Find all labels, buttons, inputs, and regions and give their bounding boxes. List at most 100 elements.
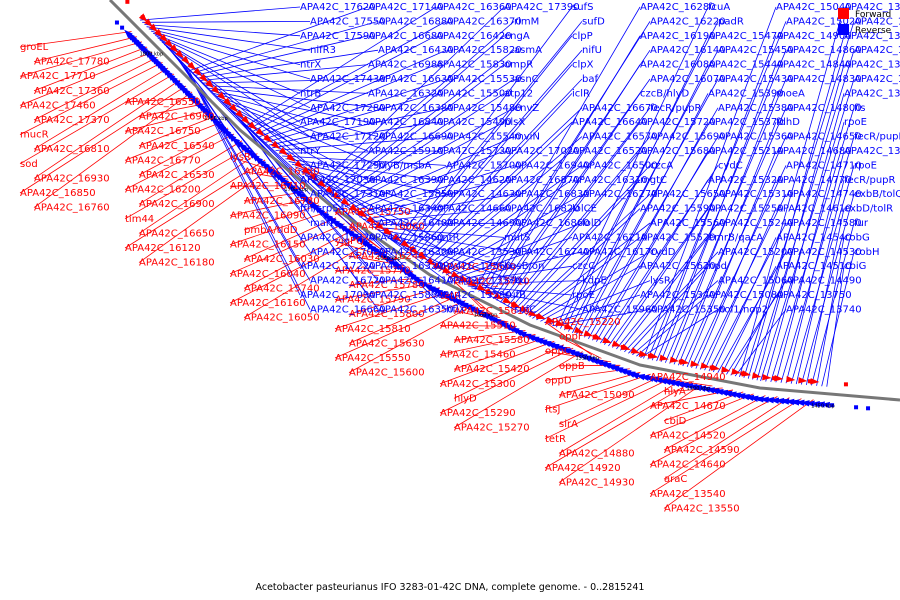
gene-leader-line bbox=[138, 115, 217, 147]
gene-arrow bbox=[340, 197, 350, 206]
gene-leader-line bbox=[775, 122, 845, 383]
gene-arrow bbox=[255, 127, 265, 137]
gene-arrow bbox=[476, 283, 487, 291]
gene-arrow bbox=[417, 251, 428, 260]
gene-leader-line bbox=[213, 92, 379, 137]
gene-leader-line bbox=[726, 280, 787, 375]
gene-block bbox=[265, 165, 270, 170]
gene-leader-line bbox=[19, 73, 175, 165]
gene-label: APA42C_14940 bbox=[650, 372, 726, 383]
gene-label: APA42C_16540 bbox=[139, 141, 215, 152]
gene-label: APA42C_15810 bbox=[335, 324, 411, 335]
gene-label: APA42C_14690 bbox=[446, 218, 522, 229]
gene-leader-line bbox=[124, 146, 250, 220]
gene-label: APA42C_16240 bbox=[349, 251, 425, 262]
gene-label: APA42C_16960 bbox=[139, 112, 215, 123]
gene-leader-line bbox=[663, 395, 766, 451]
gene-label: APA42C_13590 bbox=[436, 290, 512, 301]
gene-block bbox=[185, 90, 190, 95]
gene-leader-line bbox=[197, 49, 379, 79]
gene-leader-line bbox=[148, 28, 301, 65]
gene-label: APA42C_14770 bbox=[776, 175, 852, 186]
gene-label: ntrY bbox=[300, 146, 321, 157]
gene-label: APA42C_15450 bbox=[718, 45, 794, 56]
gene-leader-line bbox=[243, 217, 337, 260]
gene-leader-line bbox=[159, 39, 311, 137]
gene-label: czcB/hlyD bbox=[640, 88, 690, 99]
gene-leader-line bbox=[229, 235, 362, 304]
gene-label: APA42C_14860 bbox=[786, 45, 862, 56]
gene-label: APA42C_17620 bbox=[300, 2, 376, 13]
gene-label: APA42C_16170 bbox=[582, 247, 658, 258]
gene-label: APA42C_16660 bbox=[310, 304, 386, 315]
gene-label: APA42C_14660 bbox=[436, 204, 512, 215]
gene-block bbox=[362, 240, 367, 245]
gene-label: APA42C_16720 bbox=[310, 276, 386, 287]
gene-label: cydC bbox=[718, 160, 743, 171]
gene-block bbox=[120, 25, 125, 30]
gene-block bbox=[459, 276, 464, 281]
gene-leader-line bbox=[19, 51, 153, 106]
gene-label: APA42C_16310 bbox=[572, 175, 648, 186]
gene-label: APA42C_16130 bbox=[244, 167, 320, 178]
gene-label: APA42C_15750 bbox=[335, 207, 411, 218]
gene-label: APA42C_16820 bbox=[504, 204, 580, 215]
gene-block bbox=[695, 385, 700, 390]
gene-leader-line bbox=[474, 6, 641, 290]
gene-leader-line bbox=[507, 136, 651, 307]
gene-leader-line bbox=[324, 35, 505, 192]
gene-label: APA42C_16810 bbox=[34, 144, 110, 155]
gene-arrow bbox=[786, 376, 796, 383]
gene-label: APA42C_15560 bbox=[650, 218, 726, 229]
gene-label: lolCE bbox=[572, 204, 597, 215]
gene-label: APA42C_16080 bbox=[640, 60, 716, 71]
gene-leader-line bbox=[245, 6, 437, 127]
gene-label: nifR3 bbox=[310, 45, 336, 56]
gene-label: APA42C_15320 bbox=[708, 175, 784, 186]
gene-label: APA42C_16830 bbox=[514, 189, 590, 200]
gene-label: APA42C_16630 bbox=[378, 74, 454, 85]
gene-leader-line bbox=[395, 6, 573, 243]
gene-arrow bbox=[301, 166, 311, 175]
gene-block bbox=[257, 158, 262, 163]
gene-label: APA42C_16050 bbox=[244, 313, 320, 324]
gene-label: APA42C_16570 bbox=[582, 132, 658, 143]
gene-leader-line bbox=[229, 198, 312, 216]
gene-label: asnC bbox=[514, 74, 539, 85]
gene-arrow bbox=[357, 209, 368, 218]
gene-label: APA42C_15890 bbox=[368, 290, 444, 301]
gene-arrow bbox=[349, 203, 359, 212]
gene-label: APA42C_14640 bbox=[650, 460, 726, 471]
gene-block bbox=[380, 252, 385, 257]
gene-label: APA42C_15250 bbox=[708, 204, 784, 215]
gene-block bbox=[782, 399, 787, 404]
gene-leader-line bbox=[210, 90, 369, 123]
gene-label: APA42C_16330 bbox=[368, 261, 444, 272]
gene-label: APA42C_16880 bbox=[378, 16, 454, 27]
gene-arrow bbox=[317, 179, 327, 188]
gene-label: APA42C_15440 bbox=[708, 60, 784, 71]
gene-leader-line bbox=[770, 107, 855, 383]
gene-label: sufD bbox=[582, 16, 605, 27]
gene-block bbox=[620, 345, 625, 350]
gene-leader-line bbox=[669, 93, 777, 364]
gene-leader-line bbox=[721, 266, 777, 374]
gene-label: APA42C_16550 bbox=[125, 97, 201, 108]
gene-block bbox=[179, 84, 184, 89]
gene-label: APA42C_15860 bbox=[368, 232, 444, 243]
gene-leader-line bbox=[640, 309, 719, 359]
gene-leader-line bbox=[33, 36, 137, 62]
gene-leader-line bbox=[202, 78, 379, 84]
gene-leader-line bbox=[544, 377, 672, 440]
gene-label: APA42C_15720 bbox=[640, 117, 716, 128]
gene-label: tetR bbox=[545, 434, 566, 445]
gene-label: APA42C_14740 bbox=[786, 189, 862, 200]
gene-label: npd bbox=[708, 261, 727, 272]
gene-label: hlyD bbox=[454, 393, 477, 404]
gene-leader-line bbox=[317, 6, 505, 187]
gene-arrow bbox=[442, 266, 452, 274]
gene-arrow bbox=[690, 360, 700, 367]
gene-leader-line bbox=[712, 237, 777, 373]
gene-label: APA42C_15690 bbox=[650, 132, 726, 143]
gene-label: APA42C_15020 bbox=[786, 16, 862, 27]
